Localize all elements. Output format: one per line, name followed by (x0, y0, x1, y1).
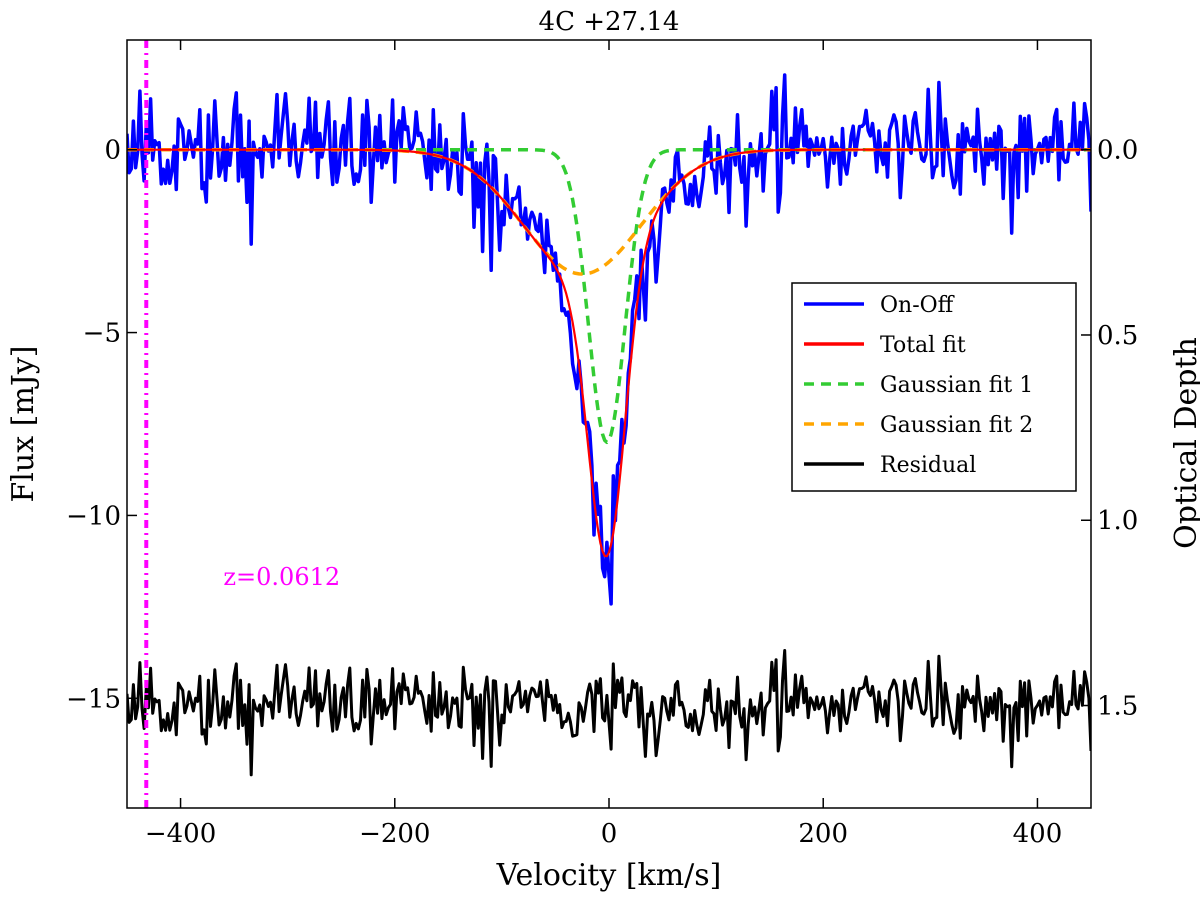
series-total-fit-line (127, 148, 1091, 558)
series-on-off-line (127, 73, 1091, 606)
annotation-layer: z=0.0612 (144, 40, 340, 808)
series-residual-line (127, 649, 1091, 777)
axis-ticks: −400 −200 0 200 400 0 −5 −10 −15 0.0 0.5 1.0 1.5 (66, 40, 1138, 849)
y-tick-label: −5 (83, 319, 121, 349)
y2-tick-label: 0.5 (1097, 321, 1138, 351)
x-tick-label: 0 (601, 819, 618, 849)
x-tick-label: −200 (359, 819, 430, 849)
y2-tick-label: 1.0 (1097, 506, 1138, 536)
series-gaussian-fit-2-line (127, 147, 1091, 276)
series-layer (127, 73, 1091, 777)
legend-label: Gaussian fit 2 (880, 413, 1033, 438)
x-axis-title: Velocity [km/s] (496, 858, 722, 893)
chart-title: 4C +27.14 (539, 7, 680, 37)
legend: On-Off Total fit Gaussian fit 1 Gaussian fi… (791, 282, 1077, 492)
plot-frame (126, 39, 1092, 809)
y-tick-label: −10 (66, 501, 121, 531)
y-tick-label: −15 (66, 684, 121, 714)
legend-label: Total fit (880, 333, 966, 358)
y2-axis-title: Optical Depth (1169, 337, 1200, 549)
x-tick-label: 200 (798, 819, 848, 849)
legend-label: On-Off (880, 293, 955, 318)
x-tick-label: −400 (145, 819, 216, 849)
legend-box (791, 282, 1077, 492)
y-axis-title: Flux [mJy] (6, 345, 41, 502)
legend-label: Residual (880, 453, 976, 478)
redshift-label: z=0.0612 (223, 563, 340, 591)
legend-label: Gaussian fit 1 (880, 373, 1033, 398)
x-tick-label: 400 (1013, 819, 1063, 849)
y2-tick-label: 1.5 (1097, 692, 1138, 722)
y2-tick-label: 0.0 (1097, 136, 1138, 166)
y-tick-label: 0 (104, 136, 121, 166)
